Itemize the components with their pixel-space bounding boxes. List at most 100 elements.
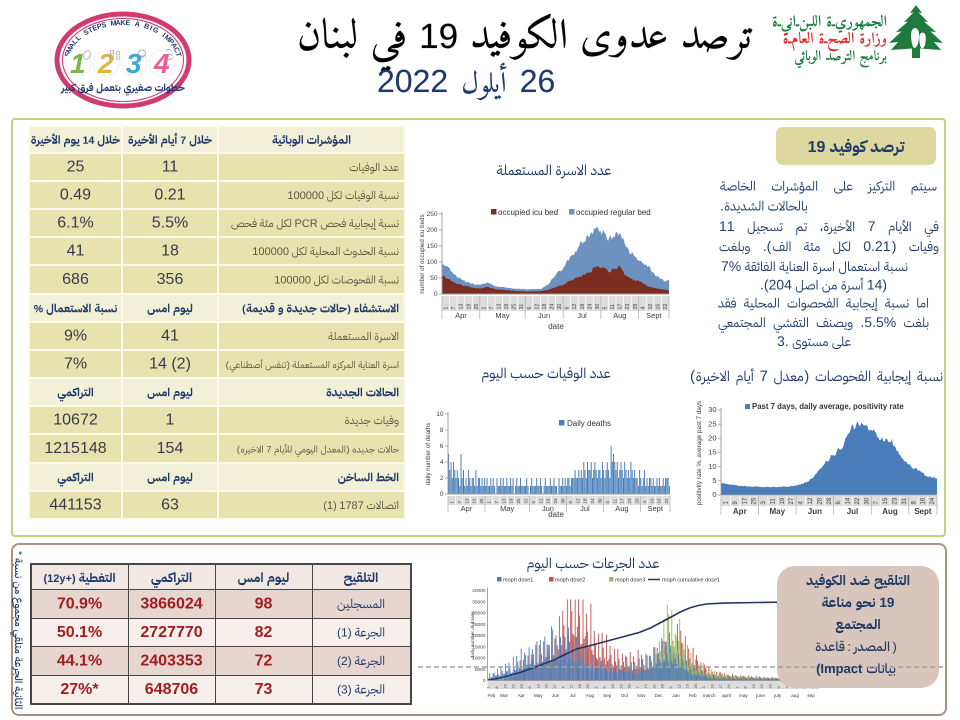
- svg-text:18: 18: [580, 304, 586, 310]
- svg-text:0: 0: [712, 490, 716, 499]
- svg-text:sep: sep: [807, 693, 815, 698]
- svg-text:6: 6: [440, 443, 444, 450]
- svg-text:T: T: [86, 25, 94, 35]
- svg-text:5: 5: [712, 476, 716, 485]
- svg-text:22: 22: [855, 497, 861, 504]
- svg-text:29: 29: [520, 684, 524, 688]
- svg-text:Jun: Jun: [538, 311, 550, 320]
- svg-text:15: 15: [883, 497, 889, 504]
- svg-text:23: 23: [893, 497, 899, 504]
- svg-text:occupied icu bed: occupied icu bed: [498, 208, 558, 217]
- svg-text:98: 98: [255, 596, 273, 613]
- svg-text:0: 0: [440, 491, 444, 498]
- svg-text:31: 31: [524, 498, 529, 504]
- svg-text:Jul: Jul: [847, 507, 859, 516]
- svg-text:30: 30: [864, 497, 870, 504]
- svg-text:20000: 20000: [472, 633, 486, 639]
- svg-text:0.49: 0.49: [60, 187, 91, 204]
- svg-text:daily number of deaths: daily number of deaths: [425, 423, 432, 486]
- svg-text:24: 24: [553, 498, 558, 504]
- svg-text:23: 23: [625, 304, 631, 310]
- svg-text:13: 13: [497, 304, 503, 310]
- svg-text:22: 22: [663, 304, 669, 310]
- svg-text:Jan: Jan: [672, 693, 680, 698]
- svg-text:10: 10: [648, 304, 654, 310]
- svg-text:A: A: [115, 18, 121, 27]
- svg-text:Aug: Aug: [586, 693, 595, 698]
- svg-text:50.1%: 50.1%: [57, 624, 102, 641]
- svg-text:7: 7: [874, 501, 880, 505]
- svg-text:S: S: [100, 20, 107, 30]
- svg-text:march: march: [703, 693, 716, 698]
- svg-text:13: 13: [785, 684, 789, 688]
- svg-text:20: 20: [817, 497, 823, 504]
- svg-text:82: 82: [255, 624, 273, 641]
- svg-text:15: 15: [708, 448, 716, 457]
- svg-text:4: 4: [153, 48, 170, 79]
- svg-text:2: 2: [97, 48, 114, 79]
- svg-text:Apr: Apr: [733, 507, 747, 516]
- svg-text:23: 23: [627, 498, 632, 504]
- svg-text:5: 5: [603, 307, 609, 310]
- svg-text:moph cumulative dose1: moph cumulative dose1: [662, 578, 720, 584]
- svg-text:28: 28: [827, 497, 833, 504]
- svg-text:12: 12: [575, 498, 580, 504]
- svg-text:0.21: 0.21: [154, 187, 185, 204]
- svg-text:Jul: Jul: [577, 311, 587, 320]
- svg-text:6: 6: [836, 501, 842, 505]
- svg-text:1: 1: [450, 501, 455, 504]
- svg-text:8: 8: [744, 686, 748, 688]
- svg-text:10: 10: [436, 411, 444, 418]
- svg-text:4: 4: [642, 501, 647, 504]
- svg-text:30: 30: [598, 498, 603, 504]
- svg-text:28: 28: [661, 684, 665, 688]
- svg-text:25: 25: [474, 304, 480, 310]
- svg-text:date: date: [548, 510, 564, 519]
- svg-text:10000: 10000: [472, 656, 486, 662]
- svg-text:18: 18: [161, 243, 179, 260]
- svg-text:9: 9: [603, 686, 607, 688]
- svg-text:30: 30: [557, 304, 563, 310]
- svg-text:6: 6: [568, 501, 573, 504]
- svg-text:3866024: 3866024: [140, 596, 202, 613]
- svg-text:20: 20: [545, 684, 549, 688]
- svg-text:Jun: Jun: [552, 693, 560, 698]
- svg-text:Aug: Aug: [615, 504, 628, 513]
- svg-text:Mar: Mar: [500, 693, 508, 698]
- svg-text:25: 25: [752, 497, 758, 504]
- svg-text:daily number of doses: daily number of doses: [470, 611, 476, 659]
- svg-text:positivity rate %, average pas: positivity rate %, average past 7 days: [696, 401, 703, 505]
- svg-text:30: 30: [595, 304, 601, 310]
- svg-text:Dec: Dec: [655, 693, 664, 698]
- svg-text:25: 25: [586, 684, 590, 688]
- svg-text:100: 100: [427, 259, 438, 266]
- svg-text:1: 1: [166, 412, 175, 429]
- svg-text:16: 16: [655, 304, 661, 310]
- svg-text:2403353: 2403353: [140, 653, 202, 670]
- svg-text:70.9%: 70.9%: [57, 596, 102, 613]
- svg-text:9%: 9%: [64, 328, 87, 345]
- svg-text:4: 4: [799, 501, 805, 505]
- svg-text:17: 17: [742, 497, 748, 504]
- svg-text:12: 12: [572, 304, 578, 310]
- svg-text:Apr: Apr: [518, 693, 526, 698]
- svg-text:30: 30: [708, 405, 716, 414]
- svg-text:E: E: [125, 18, 131, 27]
- svg-text:P: P: [166, 37, 176, 47]
- svg-text:Sep: Sep: [603, 693, 612, 698]
- svg-text:May: May: [500, 504, 514, 513]
- svg-text:may: may: [739, 693, 748, 698]
- svg-text:T: T: [174, 51, 184, 58]
- svg-text:moph dose2: moph dose2: [555, 578, 585, 584]
- svg-text:3: 3: [702, 686, 706, 688]
- svg-text:7: 7: [494, 501, 499, 504]
- svg-text:7: 7: [636, 686, 640, 688]
- svg-text:16: 16: [921, 497, 927, 504]
- svg-text:29: 29: [635, 498, 640, 504]
- svg-text:24: 24: [727, 684, 731, 688]
- svg-text:A: A: [134, 19, 141, 29]
- svg-text:356: 356: [157, 271, 184, 288]
- svg-text:May: May: [495, 311, 509, 320]
- svg-text:150: 150: [427, 243, 438, 250]
- svg-text:Aug: Aug: [613, 311, 626, 320]
